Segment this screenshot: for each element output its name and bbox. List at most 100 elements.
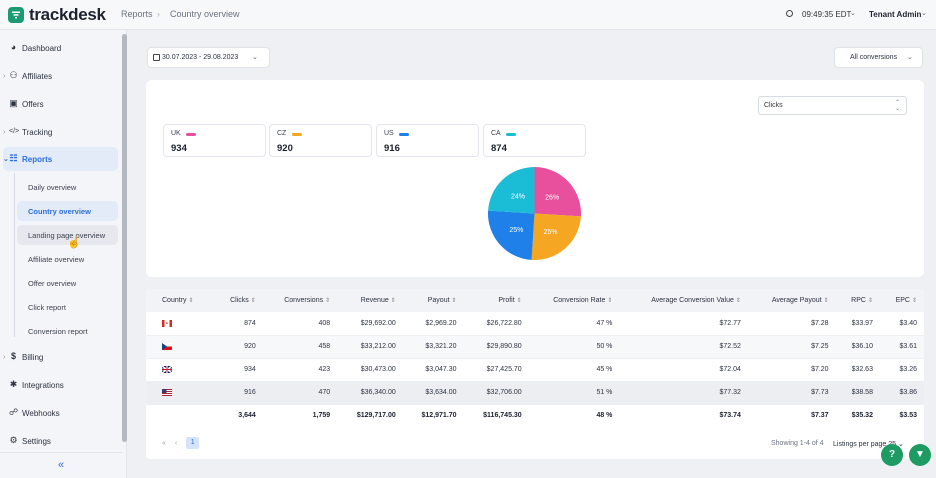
sidebar: ◕ Dashboard › ⚇ Affiliates ▣ Offers › </… [0, 30, 127, 478]
users-icon: ⚇ [9, 70, 18, 80]
total-revenue: $129,717.00 [356, 412, 396, 420]
sidebar-item-affiliates[interactable]: › ⚇ Affiliates [0, 66, 122, 86]
sidebar-sub-daily-overview[interactable]: Daily overview [28, 182, 77, 192]
table-cell: $33.97 [851, 319, 873, 327]
top-bar: trackdesk Reports › Country overview 09:… [0, 0, 936, 30]
table-cell: $30,473.00 [360, 366, 396, 373]
sidebar-item-label: Integrations [22, 380, 64, 390]
dashboard-icon: ◕ [10, 42, 17, 52]
pie-slice-0[interactable] [534, 167, 582, 217]
col-average-payout[interactable]: Average Payout ⇕ [771, 297, 829, 304]
sidebar-item-billing[interactable]: › $ Billing [0, 347, 122, 367]
table-cell: $32,706.00 [486, 389, 522, 396]
table-cell: $38.58 [851, 389, 873, 396]
table-cell: $2,969.20 [425, 319, 457, 327]
col-profit[interactable]: Profit ⇕ [498, 297, 522, 304]
col-rpc[interactable]: RPC ⇕ [851, 297, 873, 304]
reports-icon: ☷ [9, 153, 18, 163]
table-cell: 934 [244, 366, 256, 373]
offers-icon: ▣ [9, 98, 18, 108]
sidebar-sub-country-overview[interactable]: Country overview [17, 201, 118, 221]
page-1-button[interactable]: 1 [186, 437, 200, 449]
conversions-filter[interactable]: All conversions ⌄ [834, 47, 923, 68]
pie-slice-label: 25% [543, 229, 557, 236]
breadcrumb-reports[interactable]: Reports [121, 9, 153, 19]
stat-swatch [186, 133, 196, 136]
col-country[interactable]: Country ⇕ [162, 297, 194, 304]
pie-slice-3[interactable] [488, 167, 535, 214]
date-range-picker[interactable]: 30.07.2023 - 29.08.2023 ⌄ [147, 47, 270, 68]
first-page-button[interactable]: « [162, 439, 166, 447]
sort-icon: ⇕ [607, 298, 613, 304]
stat-swatch [399, 133, 409, 136]
table-cell: 423 [318, 366, 331, 373]
table-row: 920 458 $33,212.00 $3,321.20 $29,890.80 50 % $… [146, 335, 924, 358]
integrations-icon: ✱ [9, 379, 18, 389]
sidebar-sub-conversion-report[interactable]: Conversion report [28, 326, 88, 336]
sidebar-item-reports[interactable]: ⌄ ☷ Reports [3, 147, 118, 171]
filter-fab-button[interactable]: ▼ [909, 444, 931, 466]
app-logo[interactable]: trackdesk [8, 5, 106, 25]
sidebar-scrollbar[interactable] [122, 34, 127, 442]
sort-icon: ⇕ [250, 298, 256, 304]
sidebar-sub-affiliate-overview[interactable]: Affiliate overview [28, 254, 85, 264]
sidebar-item-dashboard[interactable]: ◕ Dashboard [0, 38, 122, 58]
table-cell: $32.63 [851, 366, 873, 373]
user-menu[interactable]: Tenant Admin [869, 10, 922, 19]
col-average-conversion-value[interactable]: Average Conversion Value ⇕ [651, 297, 741, 304]
table-cell: $33,212.00 [360, 343, 396, 350]
col-epc[interactable]: EPC ⇕ [895, 297, 917, 304]
col-payout[interactable]: Payout ⇕ [427, 297, 457, 304]
table-cell: $7.20 [811, 366, 829, 373]
pagination: « ‹ 1 [162, 437, 200, 449]
clicks-pie-chart: 26% 25% 25% 24% [488, 167, 581, 260]
table-cell: $3,634.00 [425, 389, 457, 396]
chevron-down-icon: ⌄ [907, 54, 913, 61]
sidebar-item-offers[interactable]: ▣ Offers [0, 94, 122, 114]
country-flag-cell [146, 335, 214, 358]
table-cell: 470 [318, 389, 331, 396]
col-clicks[interactable]: Clicks ⇕ [230, 297, 256, 304]
table-cell: $3,047.30 [425, 366, 457, 373]
col-conversions[interactable]: Conversions ⇕ [284, 297, 331, 304]
table-cell: 50 % [596, 343, 613, 350]
col-conversion-rate[interactable]: Conversion Rate ⇕ [553, 297, 613, 304]
pie-slice-1[interactable] [531, 213, 581, 261]
stat-value: 874 [491, 143, 507, 154]
col-revenue[interactable]: Revenue ⇕ [360, 297, 396, 304]
metric-select[interactable]: Clicks ⌃ ⌄ [758, 96, 907, 115]
collapse-sidebar-button[interactable]: « [0, 452, 122, 478]
table-cell: $77.32 [719, 389, 741, 396]
stat-swatch [506, 133, 516, 136]
help-button[interactable]: ? [881, 444, 903, 466]
sidebar-item-integrations[interactable]: ✱ Integrations [0, 375, 122, 395]
chevron-down-icon[interactable]: ⌄ [850, 10, 856, 17]
sidebar-sub-offer-overview[interactable]: Offer overview [28, 278, 77, 288]
conversions-filter-value: All conversions [850, 54, 898, 61]
total-avg-payout: $7.37 [811, 412, 829, 420]
pie-slice-label: 25% [509, 227, 523, 234]
table-cell: $7.73 [811, 389, 829, 396]
stat-value: 916 [384, 143, 400, 154]
stat-country: CZ [277, 130, 287, 137]
table-cell: $3.40 [899, 319, 917, 327]
pie-slice-2[interactable] [488, 210, 535, 260]
sidebar-sub-click-report[interactable]: Click report [28, 302, 66, 312]
sidebar-item-webhooks[interactable]: ☍ Webhooks [0, 403, 122, 423]
code-icon: </> [9, 128, 20, 135]
date-range-value: 30.07.2023 - 29.08.2023 [162, 54, 239, 61]
time-display[interactable]: 09:49:35 EDT [802, 10, 852, 19]
table-cell: $72.04 [719, 366, 741, 373]
submenu-line [14, 173, 15, 337]
mouse-cursor-icon: ☝ [67, 237, 81, 249]
total-profit: $116,745.30 [483, 412, 522, 420]
sidebar-item-tracking[interactable]: › </> Tracking [0, 122, 122, 142]
table-cell: $36.10 [851, 343, 873, 350]
prev-page-button[interactable]: ‹ [174, 439, 178, 447]
sidebar-item-settings[interactable]: ⚙ Settings [0, 431, 122, 451]
sidebar-sub-landing-page-overview[interactable]: Landing page overview [17, 225, 118, 245]
totals-row: 3,644 1,759 $129,717.00 $12,971.70 $116,… [146, 404, 924, 427]
chevron-down-icon[interactable]: ⌄ [921, 10, 927, 17]
sidebar-item-label: Billing [22, 352, 44, 362]
total-avg-conversion-value: $73.74 [719, 412, 741, 420]
